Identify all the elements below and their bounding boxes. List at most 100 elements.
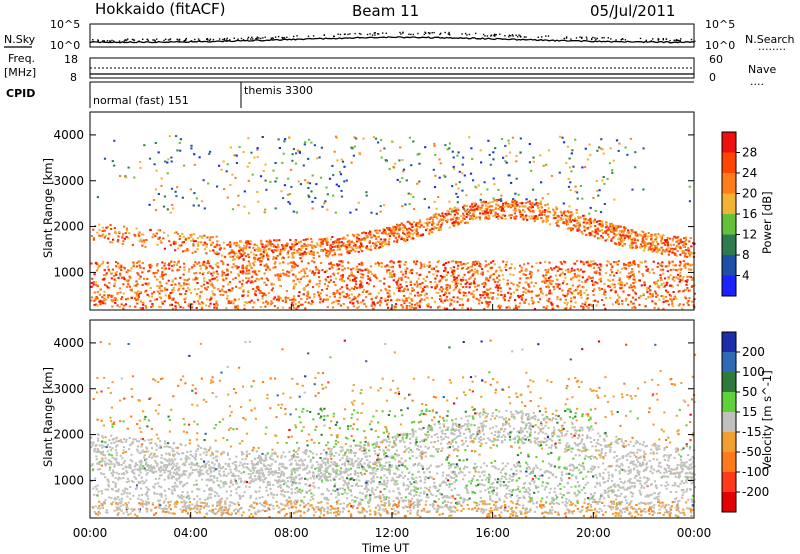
velocity-cell (296, 469, 299, 472)
power-cell (367, 248, 370, 251)
power-cell (492, 209, 495, 212)
power-cell (518, 205, 521, 208)
power-cell (432, 214, 435, 217)
power-cell (316, 268, 319, 271)
velocity-cell (407, 478, 410, 481)
velocity-cell (460, 504, 463, 507)
power-cell (497, 215, 500, 218)
power-cell (262, 248, 265, 251)
power-cell (601, 179, 604, 182)
nsearch-point (610, 38, 612, 40)
power-cell (375, 295, 378, 298)
power-cell (477, 298, 480, 301)
power-cell (425, 275, 428, 278)
velocity-cell (650, 501, 653, 504)
power-cell (416, 182, 419, 185)
power-cell (154, 142, 157, 144)
power-cell (456, 296, 459, 299)
velocity-cell (647, 495, 650, 498)
power-cell (595, 232, 598, 235)
power-cell (387, 241, 391, 244)
power-cell (581, 302, 584, 305)
power-cell (232, 250, 235, 253)
nsky-trace (89, 36, 695, 44)
power-cell (523, 300, 526, 303)
nsearch-point (439, 33, 441, 36)
power-cell (537, 269, 540, 272)
power-cell (154, 235, 157, 238)
power-cell (149, 300, 152, 303)
velocity-cell (436, 472, 439, 475)
power-cell (526, 201, 529, 204)
power-cell (138, 234, 141, 237)
power-cell (326, 244, 329, 246)
power-cell (426, 218, 429, 221)
power-cell (659, 268, 662, 271)
power-cell (409, 223, 412, 226)
power-cell (294, 283, 297, 285)
power-cell (321, 242, 324, 245)
power-cell (206, 298, 209, 301)
power-cell (542, 209, 545, 212)
power-cell (483, 290, 486, 293)
velocity-cell (602, 462, 605, 465)
power-cell (282, 152, 285, 155)
power-cell (396, 232, 399, 235)
power-cell (288, 306, 291, 309)
power-cell (565, 215, 569, 218)
velocity-cell (123, 492, 126, 495)
power-cell (339, 248, 342, 251)
power-cell (414, 303, 417, 306)
power-cell (545, 280, 548, 283)
power-cell (440, 300, 443, 303)
power-cell (570, 214, 573, 217)
power-cell (588, 304, 591, 307)
power-cell (672, 298, 675, 301)
power-cell (615, 261, 618, 263)
power-cell (629, 284, 633, 287)
power-cell (226, 244, 229, 246)
velocity-cell (631, 436, 634, 439)
power-cell (474, 285, 477, 288)
power-cell (592, 299, 595, 302)
power-cell (283, 184, 286, 187)
power-cell (667, 253, 670, 256)
power-cell (279, 273, 282, 276)
velocity-cell (565, 466, 568, 469)
power-cell (529, 270, 532, 273)
power-cell (163, 300, 166, 303)
power-cell (559, 261, 562, 264)
power-cell (606, 225, 609, 228)
velocity-cell (155, 444, 158, 447)
power-cell (220, 260, 223, 263)
velocity-cell (448, 346, 451, 349)
power-cell (627, 263, 630, 266)
power-cell (604, 307, 607, 310)
velocity-cell (282, 392, 285, 395)
power-cell (124, 279, 127, 282)
power-cell (307, 194, 310, 197)
power-cell (542, 220, 545, 223)
power-cell (599, 147, 602, 150)
power-cell (466, 221, 470, 224)
power-cell (456, 300, 459, 303)
power-cell (336, 263, 339, 266)
power-cell (600, 280, 603, 283)
power-cell (537, 301, 540, 303)
power-cell (478, 264, 481, 267)
power-cell (263, 211, 266, 214)
power-cell (287, 177, 290, 180)
power-cell (347, 294, 350, 297)
power-cell (653, 281, 656, 284)
power-cell (176, 268, 179, 271)
power-cell (250, 267, 253, 269)
power-cell (361, 286, 364, 289)
power-cell (492, 197, 495, 200)
power-cell (318, 279, 321, 282)
power-cell (602, 232, 605, 235)
nsearch-point (209, 39, 211, 42)
power-cell (208, 298, 211, 301)
power-cell (396, 279, 400, 282)
power-cell (692, 242, 695, 245)
power-cell (611, 225, 615, 228)
